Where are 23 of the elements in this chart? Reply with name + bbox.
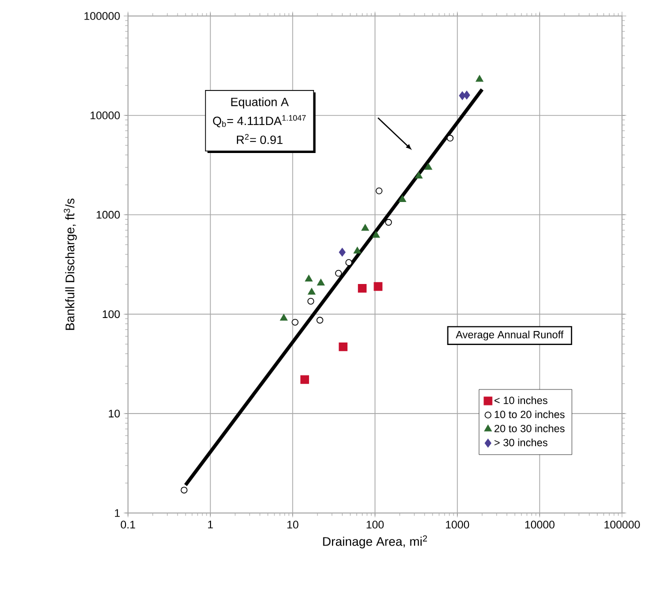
x-tick-label: 10000 [525, 520, 554, 528]
y-tick-label: 100 [102, 310, 120, 318]
x-tick-label: 100000 [604, 520, 640, 528]
legend-label: 10 to 20 inches [494, 410, 565, 418]
legend-label: 20 to 30 inches [494, 424, 565, 432]
x-tick-label: 10 [287, 520, 298, 528]
x-tick-label: 1000 [446, 520, 470, 528]
y-axis-title: Bankfull Discharge, ft$^{3}$/s [64, 198, 77, 330]
y-tick-label: 100000 [84, 12, 120, 20]
annotation: Equation A [231, 97, 289, 109]
x-tick-label: 1 [208, 520, 213, 528]
y-tick-label: 1 [114, 509, 120, 517]
x-tick-label: 0.1 [120, 520, 136, 528]
legend-label: < 10 inches [494, 396, 548, 404]
y-tick-label: 10 [108, 410, 120, 418]
y-tick-label: 10000 [90, 112, 120, 120]
annotation: Q$_{b}$= 4.111DA$^{1.1047}$ [213, 115, 306, 128]
annotation: R$^{2}$= 0.91 [236, 134, 282, 144]
legend-title: Average Annual Runoff [456, 330, 564, 340]
x-axis-title: Drainage Area, mi$^{2}$ [323, 535, 427, 548]
y-tick-label: 1000 [96, 210, 120, 219]
legend-label: > 30 inches [494, 438, 548, 446]
x-tick-label: 100 [366, 520, 384, 528]
